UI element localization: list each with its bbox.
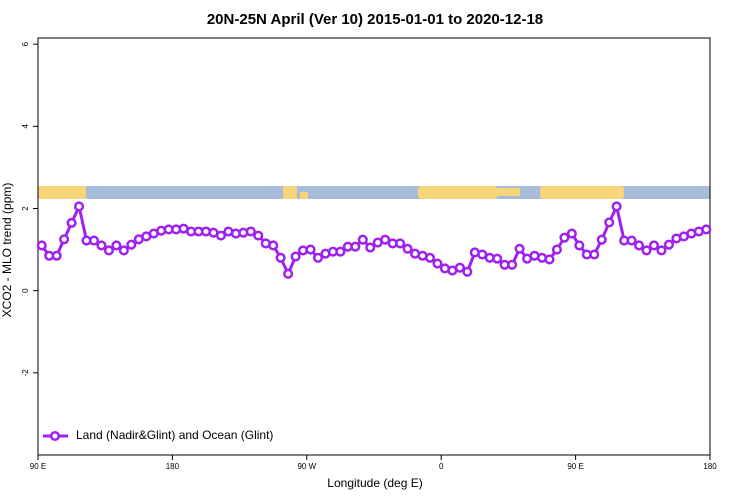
point <box>701 224 712 235</box>
point <box>514 243 525 254</box>
point <box>596 234 607 245</box>
point <box>544 254 555 265</box>
point <box>245 226 256 237</box>
point <box>253 230 264 241</box>
point <box>59 234 70 245</box>
point <box>305 244 316 255</box>
point <box>88 235 100 246</box>
point <box>648 240 660 251</box>
point <box>365 242 376 253</box>
point <box>551 244 562 255</box>
chart-title: 20N-25N April (Ver 10) 2015-01-01 to 202… <box>207 11 543 28</box>
point <box>604 217 615 228</box>
point <box>574 240 585 251</box>
point <box>96 240 107 251</box>
point <box>283 268 294 279</box>
point <box>395 238 406 249</box>
point <box>275 252 286 263</box>
point <box>432 258 443 269</box>
point <box>492 253 503 264</box>
point <box>626 235 637 246</box>
point <box>462 266 473 277</box>
point <box>424 252 436 263</box>
point <box>634 240 645 251</box>
x-tick-label: 90 W <box>297 462 316 471</box>
x-tick-label: 0 <box>439 462 444 471</box>
point <box>215 230 226 241</box>
y-tick-label: -2 <box>21 369 30 377</box>
point <box>118 245 129 256</box>
point <box>663 239 674 250</box>
y-tick-label: 6 <box>21 41 30 46</box>
y-tick-label: 4 <box>21 124 30 129</box>
point <box>268 240 279 251</box>
point <box>312 252 324 263</box>
y-tick-label: 0 <box>21 288 30 293</box>
point <box>290 251 301 262</box>
x-tick-label: 180 <box>166 462 180 471</box>
point <box>74 201 85 212</box>
legend-marker <box>49 430 61 442</box>
point <box>380 234 391 245</box>
point <box>66 217 77 228</box>
x-tick-label: 90 E <box>567 462 583 471</box>
point <box>36 240 47 251</box>
point <box>335 246 346 257</box>
point <box>454 262 465 273</box>
point <box>566 228 577 239</box>
x-axis-label: Longitude (deg E) <box>327 476 422 490</box>
point <box>357 234 368 245</box>
point <box>507 259 518 270</box>
y-axis-label: XCO2 - MLO trend (ppm) <box>0 183 14 318</box>
point <box>589 249 600 260</box>
x-tick-label: 90 E <box>30 462 46 471</box>
point <box>641 245 652 256</box>
point <box>559 232 570 243</box>
point <box>103 245 114 256</box>
point <box>350 241 361 252</box>
point <box>611 201 622 212</box>
y-tick-label: 2 <box>21 206 30 211</box>
legend-label: Land (Nadir&Glint) and Ocean (Glint) <box>76 428 273 442</box>
point <box>51 250 62 261</box>
point <box>402 243 413 254</box>
map-strip <box>38 186 710 199</box>
x-tick-label: 180 <box>703 462 717 471</box>
point <box>111 240 122 251</box>
point <box>126 239 137 250</box>
point <box>656 245 667 256</box>
